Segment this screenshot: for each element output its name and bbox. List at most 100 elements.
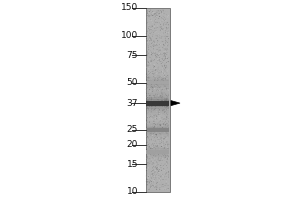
Point — [147, 178, 152, 182]
Point — [161, 138, 166, 141]
Point — [151, 59, 156, 62]
Point — [151, 139, 156, 142]
Point — [148, 65, 153, 68]
Point — [159, 82, 164, 85]
Point — [161, 31, 166, 35]
Point — [160, 15, 165, 18]
Point — [162, 26, 167, 29]
Point — [147, 97, 152, 100]
Point — [145, 155, 149, 159]
Point — [154, 102, 158, 105]
Point — [163, 154, 167, 157]
Point — [163, 123, 168, 127]
Point — [153, 45, 158, 48]
Point — [164, 178, 169, 181]
Point — [153, 101, 158, 104]
Point — [166, 31, 171, 34]
Point — [165, 32, 170, 35]
Point — [150, 133, 155, 137]
Point — [155, 171, 160, 174]
Point — [156, 157, 161, 160]
Point — [152, 33, 157, 36]
Point — [148, 93, 153, 96]
Point — [148, 26, 153, 29]
Point — [156, 98, 161, 101]
Point — [158, 85, 163, 89]
Bar — [146, 74, 169, 91]
Point — [158, 103, 163, 106]
Point — [145, 165, 150, 168]
Point — [160, 35, 165, 38]
Point — [160, 53, 164, 56]
Point — [158, 124, 163, 127]
Point — [157, 21, 162, 24]
Point — [162, 111, 167, 114]
Point — [166, 134, 170, 137]
Point — [164, 86, 168, 90]
Point — [153, 34, 158, 37]
Point — [155, 93, 160, 96]
Point — [145, 75, 150, 79]
Point — [147, 48, 152, 51]
Point — [146, 15, 151, 18]
Point — [144, 148, 149, 151]
Point — [148, 158, 153, 162]
Point — [166, 154, 170, 157]
Point — [144, 169, 148, 173]
Point — [151, 99, 155, 102]
Point — [163, 155, 168, 158]
Point — [148, 64, 152, 67]
Point — [156, 126, 161, 130]
Point — [146, 95, 150, 98]
Point — [163, 156, 168, 159]
Point — [154, 117, 159, 121]
Point — [161, 100, 166, 104]
Point — [149, 24, 154, 27]
Point — [149, 53, 154, 56]
Point — [165, 146, 170, 149]
Point — [153, 184, 158, 187]
Point — [163, 64, 167, 67]
Point — [166, 120, 171, 124]
Point — [147, 123, 152, 126]
Point — [145, 52, 150, 55]
Point — [159, 27, 164, 30]
Point — [147, 162, 152, 165]
Point — [154, 68, 158, 71]
Point — [154, 81, 159, 84]
Point — [163, 118, 167, 121]
Point — [145, 59, 150, 63]
Point — [146, 167, 151, 170]
Point — [144, 102, 149, 106]
Point — [153, 54, 158, 57]
Point — [149, 59, 154, 63]
Point — [158, 80, 163, 83]
Point — [162, 74, 167, 77]
Point — [156, 153, 161, 156]
Point — [154, 26, 159, 30]
Point — [163, 106, 167, 109]
Point — [147, 98, 152, 101]
Point — [166, 59, 170, 62]
Point — [163, 22, 168, 25]
Point — [163, 30, 168, 33]
Point — [153, 137, 158, 141]
Point — [144, 145, 149, 148]
Point — [155, 122, 160, 126]
Point — [154, 133, 159, 136]
Point — [161, 18, 166, 21]
Point — [149, 180, 154, 183]
Point — [158, 9, 163, 12]
Point — [162, 53, 167, 56]
Point — [160, 123, 165, 126]
Point — [156, 100, 161, 103]
Point — [155, 56, 160, 59]
Point — [145, 60, 150, 63]
Point — [157, 58, 162, 62]
Point — [160, 12, 164, 15]
Point — [159, 145, 164, 148]
Point — [164, 51, 169, 54]
Point — [150, 87, 154, 90]
Point — [166, 171, 171, 174]
Point — [164, 113, 168, 116]
